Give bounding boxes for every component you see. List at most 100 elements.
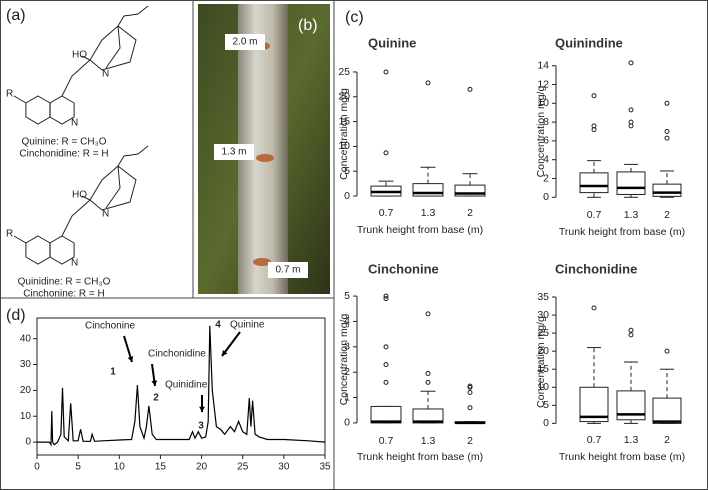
atom-label: N: [102, 69, 109, 80]
outlier: [664, 135, 670, 141]
height-label: 2.0 m: [232, 37, 257, 48]
x-tick-label: 0.7: [587, 209, 602, 221]
annotation: Cinchonidine: [148, 349, 206, 360]
y-axis-label: Concentration mg/g: [338, 88, 350, 180]
ring: [25, 95, 51, 125]
y-tick-label: 25: [537, 327, 549, 339]
y-axis-label: Concentration mg/g: [535, 316, 547, 408]
annotation: 4: [215, 320, 221, 331]
label-box: [214, 144, 254, 160]
annotation: Quinidine: [165, 380, 208, 391]
vinyl: [117, 145, 149, 167]
x-tick-label: 20: [196, 462, 208, 473]
y-tick-label: 15: [537, 363, 549, 375]
outlier: [425, 370, 431, 376]
x-tick-label: 25: [237, 462, 249, 473]
cage: [105, 25, 121, 69]
y-axis-label: Concentration mg/g: [338, 314, 350, 406]
outlier: [467, 405, 473, 411]
y-axis-label: Concentration mg/g: [535, 86, 547, 178]
y-tick-label: 10: [537, 381, 549, 393]
outlier: [383, 344, 389, 350]
y-tick-label: 35: [537, 291, 549, 303]
y-tick-label: 2: [543, 172, 549, 184]
x-tick-label: 30: [278, 462, 290, 473]
atom-label: N: [71, 258, 78, 269]
caption: Cinchonine: R = H: [23, 289, 104, 300]
y-tick-label: 4: [543, 153, 549, 165]
y-tick-label: 30: [537, 309, 549, 321]
bark-sample: [253, 258, 271, 266]
y-tick-label: 1: [344, 391, 350, 403]
chart-title: Cinchonidine: [555, 261, 637, 276]
x-tick-label: 0: [34, 462, 40, 473]
cage: [105, 165, 121, 209]
chart-title: Quinindine: [555, 35, 623, 50]
box: [652, 397, 682, 424]
vinyl: [117, 5, 149, 27]
label-box: [225, 34, 265, 50]
outlier: [628, 107, 634, 113]
outlier: [664, 100, 670, 106]
x-tick-label: 1.3: [421, 435, 436, 447]
y-tick-label: 12: [537, 78, 549, 90]
y-tick-label: 4: [344, 315, 350, 327]
outlier: [664, 348, 670, 354]
arrow-head: [151, 380, 158, 386]
box: [579, 172, 609, 194]
outlier: [591, 305, 597, 311]
outlier: [425, 80, 431, 86]
box: [412, 408, 444, 424]
y-tick-label: 8: [543, 116, 549, 128]
outlier: [383, 69, 389, 75]
y-tick-label: 10: [537, 97, 549, 109]
y-tick-label: 0: [344, 417, 350, 429]
atom-label: HO: [72, 190, 87, 201]
x-tick-label: 1.3: [624, 434, 639, 446]
chart-title: Quinine: [368, 35, 416, 50]
box: [370, 405, 402, 424]
bond: [13, 95, 27, 104]
annotation: 2: [153, 393, 159, 404]
cage: [89, 165, 137, 211]
x-axis-label: Trunk height from base (m): [559, 451, 685, 463]
height-label: 1.3 m: [221, 147, 246, 158]
atom-label: N: [71, 118, 78, 129]
annotation: Quinine: [230, 320, 265, 331]
y-tick-label: 20: [20, 385, 32, 396]
outlier: [467, 389, 473, 395]
y-tick-label: 30: [20, 359, 32, 370]
outlier: [383, 362, 389, 368]
x-tick-label: 1.3: [421, 207, 436, 219]
outlier: [664, 129, 670, 134]
outlier: [383, 150, 389, 156]
y-tick-label: 0: [344, 190, 350, 202]
arrow-head: [127, 356, 134, 362]
x-axis-label: Trunk height from base (m): [357, 451, 483, 463]
y-tick-label: 0: [543, 191, 549, 203]
y-tick-label: 20: [338, 91, 350, 103]
y-tick-label: 10: [338, 140, 350, 152]
ring: [49, 95, 75, 125]
atom-label: R: [6, 229, 13, 240]
y-tick-label: 25: [338, 66, 350, 78]
arrow-head: [222, 350, 228, 356]
plot-frame: [36, 317, 326, 456]
x-tick-label: 2: [664, 209, 670, 221]
x-tick-label: 15: [155, 462, 167, 473]
outlier: [628, 60, 634, 66]
outlier: [467, 86, 473, 92]
panel-label: (b): [298, 17, 318, 34]
annotation: 1: [110, 367, 116, 378]
outlier: [383, 379, 389, 385]
box: [616, 171, 646, 195]
x-tick-label: 2: [467, 435, 473, 447]
x-tick-label: 0.7: [379, 435, 394, 447]
panel-label: (d): [6, 307, 26, 324]
y-tick-label: 0: [543, 417, 549, 429]
chart-title: Cinchonine: [368, 261, 439, 276]
y-tick-label: 14: [537, 59, 549, 71]
y-tick-label: 15: [338, 115, 350, 127]
box: [454, 184, 486, 197]
x-tick-label: 1.3: [624, 209, 639, 221]
